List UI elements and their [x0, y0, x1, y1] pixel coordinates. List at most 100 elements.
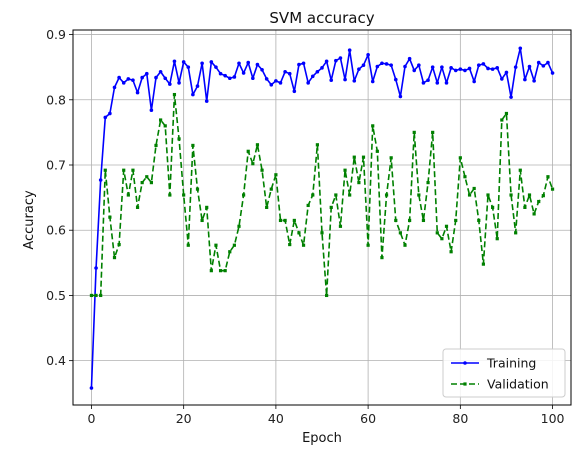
data-point	[421, 218, 426, 223]
data-point	[218, 71, 223, 76]
legend-label: Validation	[487, 377, 549, 392]
data-point	[103, 115, 108, 120]
data-point	[334, 58, 338, 63]
data-point	[98, 178, 103, 182]
data-point	[361, 155, 366, 159]
data-point	[191, 143, 195, 148]
data-point	[251, 162, 255, 166]
data-point	[453, 68, 458, 73]
data-point	[394, 218, 398, 223]
x-axis-label: Epoch	[302, 431, 342, 446]
data-point	[237, 61, 241, 66]
data-point	[407, 56, 412, 61]
data-point	[476, 63, 481, 68]
data-point	[541, 64, 546, 68]
data-point	[537, 199, 541, 204]
data-point	[412, 130, 416, 134]
data-point	[135, 90, 140, 95]
data-point	[343, 168, 347, 172]
data-point	[513, 65, 518, 69]
data-point	[325, 293, 329, 298]
data-point	[371, 124, 375, 128]
data-point	[126, 193, 130, 197]
data-point	[481, 62, 486, 66]
data-point	[186, 243, 190, 247]
data-point	[301, 243, 306, 247]
data-point	[463, 68, 467, 73]
data-point	[352, 155, 356, 159]
data-point	[126, 77, 131, 81]
data-point	[348, 193, 352, 197]
data-point	[117, 242, 121, 247]
y-axis: 0.4 0.5 0.6 0.7 0.8 0.9	[46, 27, 73, 368]
data-point	[287, 71, 292, 76]
data-point	[444, 81, 449, 85]
data-point	[477, 218, 481, 223]
data-point	[361, 63, 366, 68]
data-point	[384, 193, 389, 197]
data-point	[191, 92, 195, 97]
data-point	[518, 46, 523, 51]
data-point	[393, 77, 398, 82]
series-layer	[89, 46, 555, 390]
data-point	[311, 193, 315, 197]
data-point	[421, 81, 426, 85]
y-tick-label: 0.5	[46, 288, 66, 303]
y-tick-label: 0.6	[46, 223, 66, 238]
data-point	[108, 111, 112, 116]
data-point	[509, 193, 513, 197]
data-point	[417, 63, 421, 68]
data-point	[324, 59, 329, 64]
x-tick-label: 80	[452, 411, 468, 426]
series-validation	[89, 92, 555, 298]
data-point	[278, 81, 283, 85]
data-point	[200, 218, 204, 223]
data-point	[195, 187, 200, 191]
data-point	[242, 193, 246, 197]
data-point	[352, 79, 357, 83]
data-point	[435, 81, 440, 85]
data-point	[99, 293, 103, 298]
y-tick-label: 0.7	[46, 158, 66, 173]
legend-marker	[463, 361, 467, 365]
data-point	[232, 75, 237, 79]
data-point	[523, 77, 527, 82]
data-point	[218, 269, 223, 273]
data-point	[454, 218, 458, 223]
data-point	[472, 186, 476, 191]
data-point	[168, 82, 172, 86]
data-point	[449, 66, 453, 70]
data-point	[550, 187, 555, 191]
data-point	[209, 269, 213, 273]
data-point	[94, 266, 98, 270]
data-point	[366, 52, 370, 57]
data-point	[486, 66, 490, 71]
data-point	[159, 118, 163, 122]
data-point	[380, 61, 384, 66]
data-point	[223, 269, 227, 273]
data-point	[426, 181, 430, 185]
data-point	[158, 69, 163, 74]
data-point	[251, 76, 255, 81]
data-point	[463, 175, 467, 179]
data-point	[301, 61, 306, 66]
data-point	[182, 193, 186, 197]
data-point	[292, 218, 296, 223]
data-point	[504, 111, 509, 116]
data-point	[486, 193, 490, 197]
data-point	[408, 218, 412, 223]
data-point	[200, 61, 204, 66]
data-point	[186, 65, 191, 69]
y-axis-label: Accuracy	[22, 190, 37, 250]
data-point	[274, 79, 278, 83]
data-point	[431, 130, 435, 134]
data-point	[384, 62, 389, 66]
data-point	[255, 143, 260, 147]
data-point	[527, 64, 532, 69]
data-point	[338, 56, 343, 60]
x-tick-label: 100	[541, 411, 565, 426]
data-point	[329, 78, 334, 83]
data-point	[140, 75, 144, 80]
data-point	[310, 74, 315, 79]
